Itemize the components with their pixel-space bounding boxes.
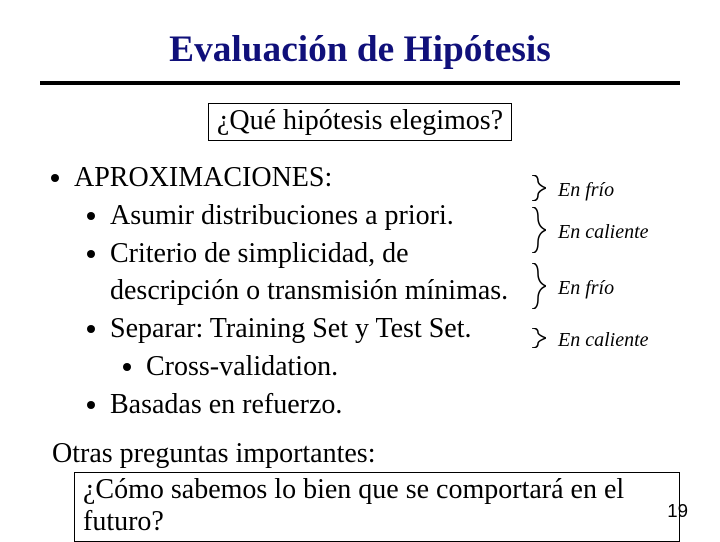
annotation-label: En frío: [558, 179, 614, 202]
annotation-label: En caliente: [558, 221, 649, 244]
approx-heading: APROXIMACIONES: Asumir distribuciones a …: [74, 159, 530, 424]
other-questions-box: ¿Cómo sabemos lo bien que se comportará …: [74, 472, 680, 542]
approx-heading-text: APROXIMACIONES:: [74, 162, 332, 193]
question-row: ¿Qué hipótesis elegimos?: [0, 103, 720, 141]
page-number: 19: [667, 500, 688, 522]
slide-title: Evaluación de Hipótesis: [0, 0, 720, 81]
question-box: ¿Qué hipótesis elegimos?: [208, 103, 512, 141]
annotation-label: En caliente: [558, 329, 649, 352]
annotation-label: En frío: [558, 277, 614, 300]
brace-icon: [530, 263, 552, 309]
list-item: Basadas en refuerzo.: [110, 386, 530, 424]
list-item: Criterio de simplicidad, de descripción …: [110, 235, 530, 311]
list-subitem: Cross-validation.: [146, 348, 530, 386]
other-questions: Otras preguntas importantes: ¿Cómo sabem…: [0, 424, 720, 542]
brace-icon: [530, 328, 552, 348]
title-underline: [40, 81, 680, 85]
body-left: APROXIMACIONES: Asumir distribuciones a …: [52, 159, 530, 424]
brace-icon: [530, 207, 552, 253]
brace-icon: [530, 175, 552, 201]
body-row: APROXIMACIONES: Asumir distribuciones a …: [0, 159, 720, 424]
list-item-text: Separar: Training Set y Test Set.: [110, 313, 472, 344]
other-questions-intro: Otras preguntas importantes:: [52, 438, 680, 470]
approx-list: Asumir distribuciones a priori. Criterio…: [74, 197, 530, 424]
list-item: Asumir distribuciones a priori.: [110, 197, 530, 235]
list-item: Separar: Training Set y Test Set. Cross-…: [110, 310, 530, 386]
